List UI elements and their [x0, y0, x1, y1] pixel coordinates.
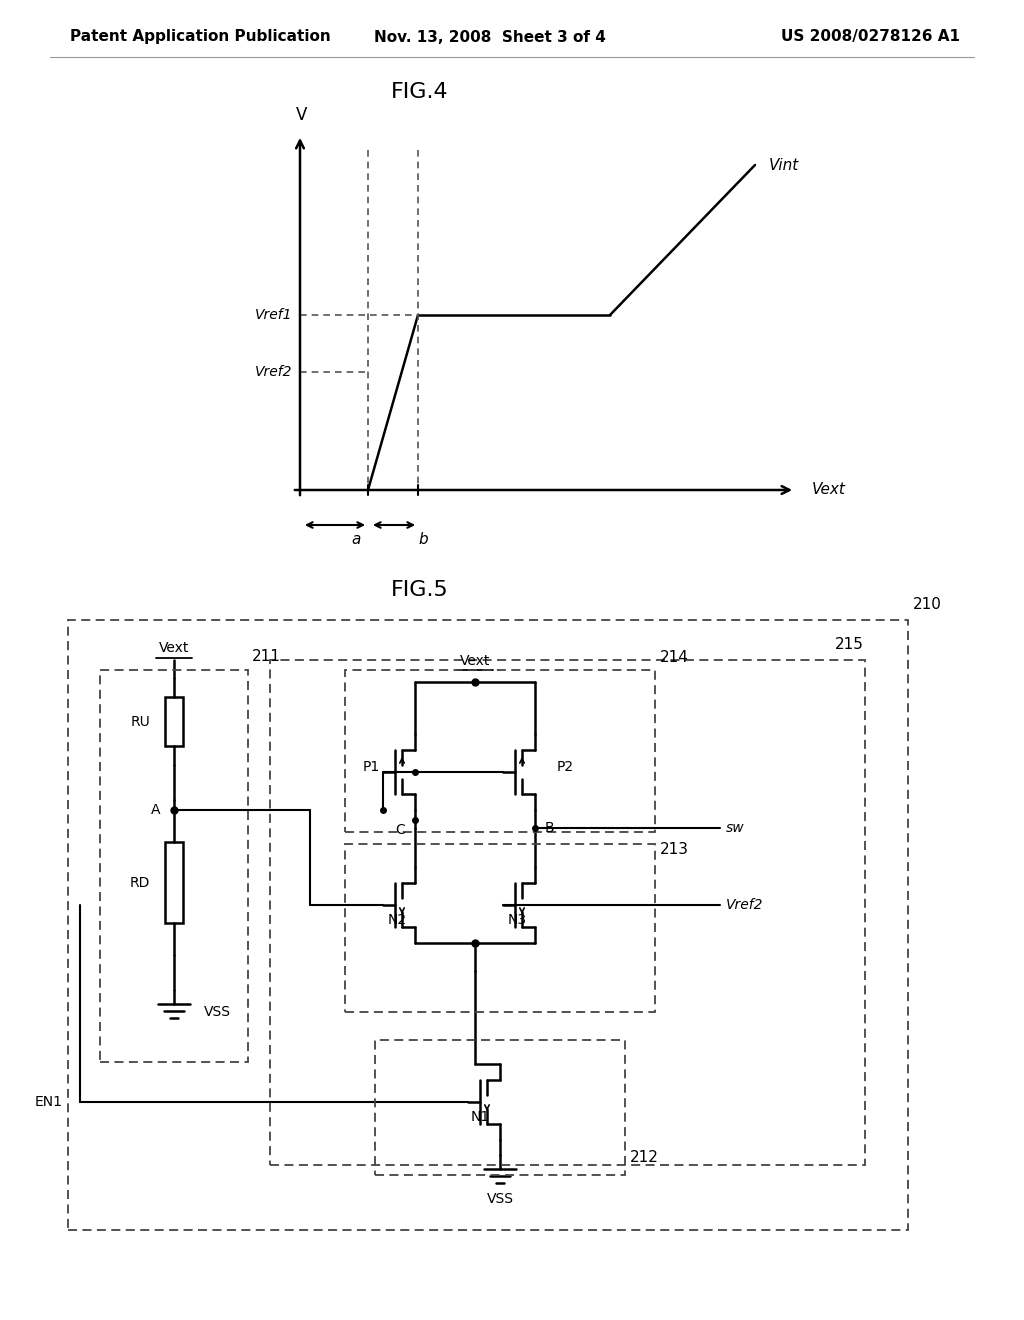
Text: Vext: Vext: [159, 642, 189, 655]
Text: US 2008/0278126 A1: US 2008/0278126 A1: [781, 29, 961, 45]
Text: Vref2: Vref2: [255, 366, 292, 379]
Text: 214: 214: [660, 649, 689, 665]
Text: Vext: Vext: [460, 653, 490, 668]
Text: 210: 210: [913, 597, 942, 612]
Text: RU: RU: [130, 715, 150, 729]
Text: B: B: [545, 821, 555, 836]
Text: Vref2: Vref2: [726, 898, 764, 912]
Text: 212: 212: [630, 1150, 658, 1166]
Text: RD: RD: [130, 876, 151, 890]
Text: Vref1: Vref1: [255, 308, 292, 322]
Text: EN1: EN1: [35, 1096, 63, 1109]
Text: b: b: [418, 532, 428, 548]
Text: Patent Application Publication: Patent Application Publication: [70, 29, 331, 45]
Text: sw: sw: [726, 821, 744, 836]
Text: Nov. 13, 2008  Sheet 3 of 4: Nov. 13, 2008 Sheet 3 of 4: [374, 29, 606, 45]
Text: N3: N3: [508, 913, 527, 927]
Text: N1: N1: [471, 1110, 490, 1125]
Text: 211: 211: [252, 649, 281, 664]
Text: P2: P2: [557, 760, 574, 774]
Text: V: V: [296, 106, 307, 124]
Text: a: a: [351, 532, 360, 548]
Text: 213: 213: [660, 842, 689, 857]
Text: VSS: VSS: [486, 1192, 513, 1206]
Text: A: A: [151, 803, 160, 817]
Text: Vext: Vext: [812, 483, 846, 498]
Text: FIG.4: FIG.4: [391, 82, 449, 102]
Text: VSS: VSS: [204, 1005, 231, 1019]
Text: C: C: [395, 822, 406, 837]
Text: N2: N2: [388, 913, 407, 927]
Text: Vint: Vint: [769, 157, 800, 173]
Text: FIG.5: FIG.5: [391, 579, 449, 601]
Text: P1: P1: [362, 760, 380, 774]
Text: 215: 215: [835, 638, 864, 652]
